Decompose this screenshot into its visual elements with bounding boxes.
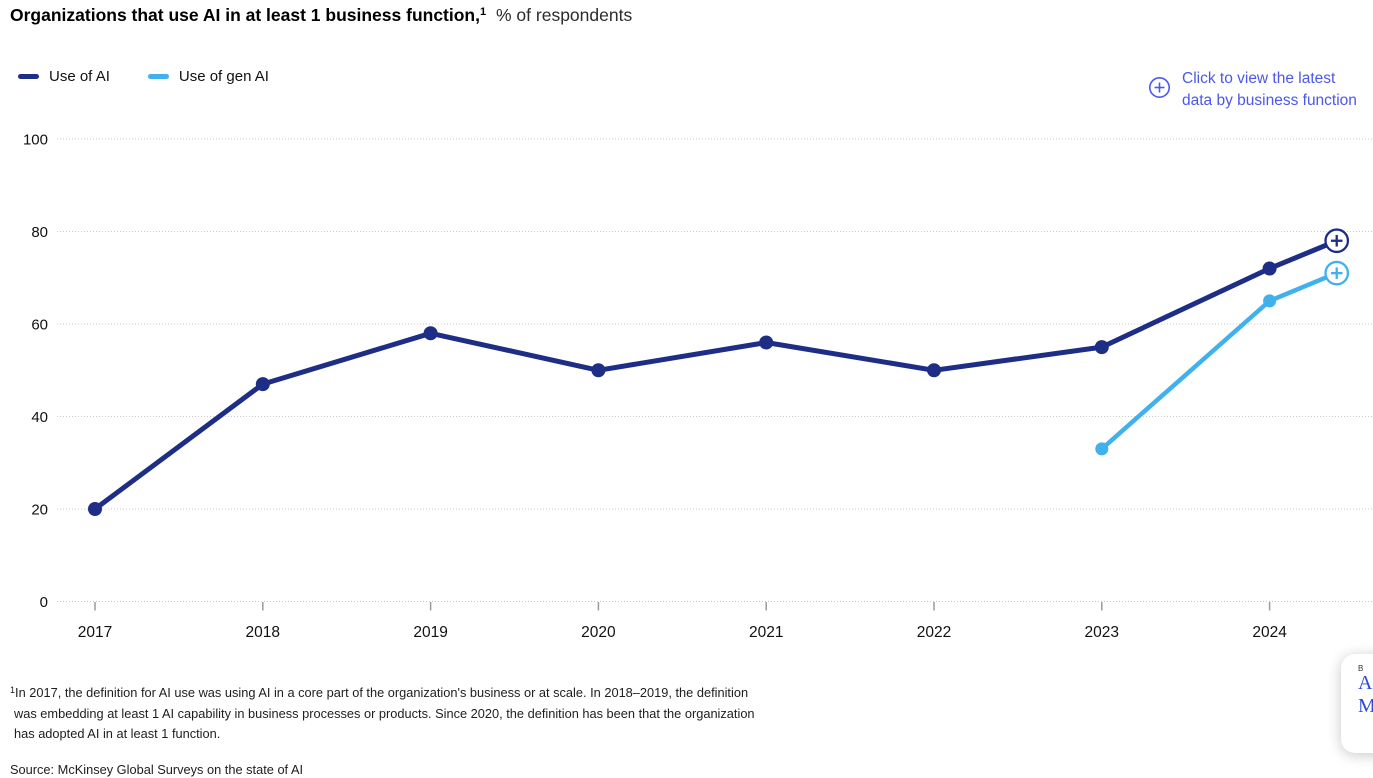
legend-label-use-of-gen-ai: Use of gen AI <box>178 68 269 85</box>
data-point-use-of-ai-2023 <box>1094 340 1109 355</box>
y-axis-label-40: 40 <box>31 409 48 426</box>
data-point-use-of-ai-2022 <box>927 363 941 378</box>
x-axis-label-2021: 2021 <box>749 624 783 641</box>
view-latest-data-link-text[interactable]: Click to view the latest data by busines… <box>1182 68 1357 111</box>
data-point-use-of-ai-2018 <box>255 377 270 392</box>
data-point-use-of-ai-2021 <box>759 335 774 350</box>
floating-card[interactable]: B A M <box>1341 654 1373 753</box>
link-text-line1[interactable]: Click to view the latest <box>1182 70 1336 87</box>
data-point-use-of-ai-2017 <box>88 502 102 516</box>
legend-item-use-of-gen-ai: Use of gen AI <box>147 68 269 85</box>
x-axis-label-2024: 2024 <box>1252 624 1287 641</box>
y-axis-label-80: 80 <box>31 224 48 241</box>
link-text-line2[interactable]: data by business function <box>1182 91 1357 109</box>
footnote: 1In 2017, the definition for AI use was … <box>10 680 755 745</box>
x-axis-label-2022: 2022 <box>917 624 951 641</box>
footnote-line2: was embedding at least 1 AI capability i… <box>14 705 755 721</box>
y-axis-label-20: 20 <box>31 502 48 519</box>
plus-circle-icon[interactable] <box>1148 76 1171 99</box>
legend-swatch-use-of-gen-ai <box>147 74 169 79</box>
line-use-of-gen-ai <box>1099 270 1339 452</box>
floating-card-mini-text: B <box>1358 664 1364 673</box>
data-point-use-of-gen-ai-2024 <box>1263 294 1277 308</box>
footnote-sup: 1 <box>10 685 16 695</box>
floating-card-letter-1: A <box>1358 672 1373 694</box>
view-latest-data-link[interactable]: Click to view the latest data by busines… <box>1148 68 1357 111</box>
data-point-use-of-ai-2020 <box>591 363 606 378</box>
chart-title-main: Organizations that use AI in at least 1 … <box>10 5 480 25</box>
x-axis-label-2019: 2019 <box>413 624 447 641</box>
chart-title-units: % of respondents <box>496 5 633 25</box>
data-point-use-of-gen-ai-2023 <box>1095 442 1109 456</box>
x-axis-label-2020: 2020 <box>581 624 616 641</box>
x-axis-label-2017: 2017 <box>78 624 112 641</box>
footnote-line3: has adopted AI in at least 1 function. <box>14 726 221 741</box>
y-axis-label-100: 100 <box>23 132 48 149</box>
chart-title-footnote-ref: 1 <box>480 6 487 18</box>
source-line: Source: McKinsey Global Surveys on the s… <box>10 762 304 777</box>
y-axis-label-0: 0 <box>40 594 48 611</box>
x-axis-label-2023: 2023 <box>1085 624 1119 641</box>
chart-title: Organizations that use AI in at least 1 … <box>10 0 632 27</box>
legend-item-use-of-ai: Use of AI <box>18 68 110 85</box>
footnote-line1: In 2017, the definition for AI use was u… <box>15 685 749 700</box>
y-axis-label-60: 60 <box>31 317 48 334</box>
line-use-of-ai <box>92 238 1340 512</box>
floating-card-letter-2: M <box>1358 695 1373 717</box>
data-point-use-of-ai-2019 <box>423 326 438 341</box>
legend-swatch-use-of-ai <box>18 74 39 79</box>
legend-label-use-of-ai: Use of AI <box>49 68 110 85</box>
legend: Use of AI Use of gen AI <box>18 68 307 85</box>
x-axis-label-2018: 2018 <box>246 624 280 641</box>
data-point-use-of-ai-2024 <box>1262 261 1277 276</box>
